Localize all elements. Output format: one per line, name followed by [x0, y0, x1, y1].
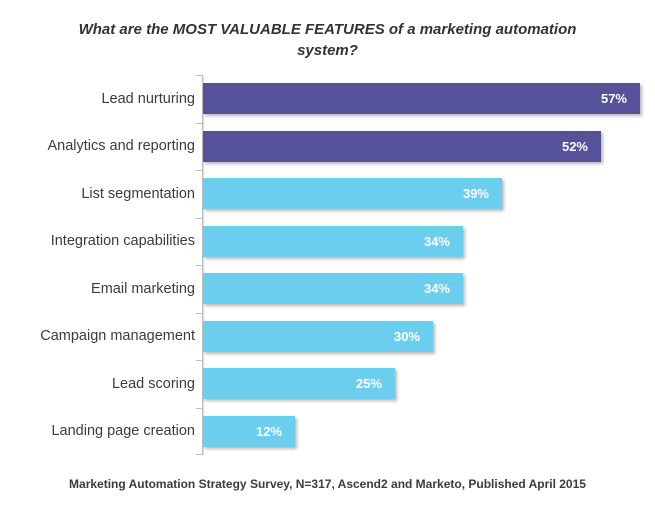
bar: 25%	[203, 368, 395, 400]
bar-row: Analytics and reporting 52%	[0, 123, 655, 171]
category-label: Landing page creation	[51, 423, 195, 440]
category-label: Campaign management	[40, 328, 195, 345]
axis-tick	[196, 454, 202, 455]
category-label: Lead nurturing	[101, 90, 195, 107]
axis-tick	[196, 360, 202, 361]
category-label: Email marketing	[91, 280, 195, 297]
value-label: 34%	[423, 233, 450, 249]
chart-title-line2: system?	[297, 42, 358, 59]
bar-row: Landing page creation 12%	[0, 408, 655, 456]
bar: 52%	[203, 130, 601, 162]
value-label: 57%	[600, 91, 627, 107]
axis-tick	[196, 170, 202, 171]
axis-tick	[196, 75, 202, 76]
bar-row: Email marketing 34%	[0, 265, 655, 313]
chart-title: What are the MOST VALUABLE FEATURES of a…	[0, 19, 655, 61]
bar: 34%	[203, 225, 463, 257]
axis-tick	[196, 122, 202, 124]
y-axis-line	[202, 75, 203, 455]
value-label: 30%	[393, 328, 420, 344]
bar-row: List segmentation 39%	[0, 170, 655, 218]
value-label: 34%	[423, 281, 450, 297]
bar: 30%	[203, 320, 433, 352]
bar: 39%	[203, 178, 502, 210]
bar: 34%	[203, 273, 463, 305]
bar-row: Lead scoring 25%	[0, 360, 655, 408]
value-label: 39%	[462, 186, 489, 202]
value-label: 52%	[561, 138, 588, 154]
chart-title-line1: What are the MOST VALUABLE FEATURES of a…	[78, 21, 577, 38]
category-label: Integration capabilities	[50, 233, 195, 250]
bar-row: Integration capabilities 34%	[0, 218, 655, 266]
bar: 57%	[203, 83, 640, 115]
value-label: 12%	[255, 423, 282, 439]
axis-tick	[196, 312, 202, 314]
axis-tick	[196, 407, 202, 409]
category-label: Analytics and reporting	[47, 138, 196, 155]
source-note: Marketing Automation Strategy Survey, N=…	[69, 477, 586, 491]
bar: 12%	[203, 415, 295, 447]
axis-tick	[196, 265, 202, 266]
value-label: 25%	[355, 376, 382, 392]
category-label: List segmentation	[81, 185, 195, 202]
bar-row: Lead nurturing 57%	[0, 75, 655, 123]
category-label: Lead scoring	[111, 375, 195, 392]
bar-row: Campaign management 30%	[0, 313, 655, 361]
axis-tick	[196, 217, 202, 219]
bar-chart: Lead nurturing 57% Analytics and reporting…	[0, 75, 655, 455]
